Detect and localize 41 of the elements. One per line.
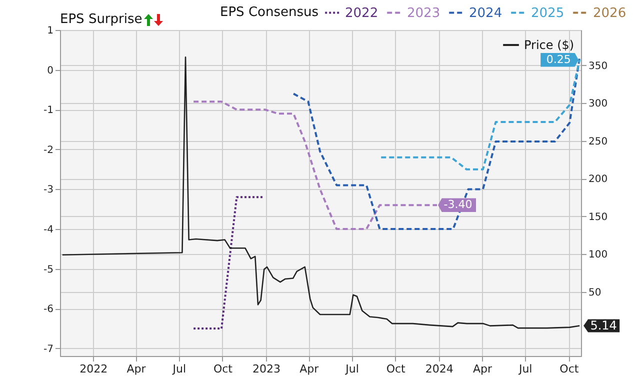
y2-tick-label: 150 (588, 212, 608, 223)
data-label: 0.25 (546, 52, 571, 66)
x-tick-label: Apr (472, 362, 492, 376)
y2-tick-label: 350 (588, 60, 608, 72)
y2-tick-label: 250 (588, 136, 608, 148)
x-tick-label: Oct (560, 362, 580, 376)
legend-label: 2022 (345, 6, 378, 21)
y-tick-label: -5 (44, 264, 54, 276)
data-label: -3.40 (444, 198, 472, 212)
y-tick-label: -2 (44, 144, 54, 156)
x-tick-label: Oct (386, 362, 406, 376)
x-tick-label: 2023 (252, 362, 281, 376)
x-tick-label: 2022 (80, 362, 108, 376)
legend-label: Price ($) (524, 38, 574, 52)
y2-tick-label: 100 (588, 250, 608, 261)
y-tick-label: -6 (44, 304, 54, 316)
legend-label: 2024 (469, 6, 502, 21)
x-tick-label: 2024 (425, 362, 454, 376)
line-series (292, 56, 581, 230)
x-tick-label: Jul (172, 362, 186, 376)
legend-label: 2023 (407, 6, 440, 21)
legend-label: 2025 (531, 6, 564, 21)
y-tick-label: -1 (44, 105, 54, 116)
x-tick-label: Apr (126, 362, 146, 376)
line-series (62, 56, 580, 329)
legend-title: EPS Consensus (220, 5, 319, 20)
y-tick-label: 0 (47, 65, 54, 76)
y-tick-label: -3 (44, 184, 54, 196)
y2-tick-label: 50 (588, 287, 602, 298)
y2-tick-label: 300 (588, 98, 608, 110)
chart-title: EPS Surprise (60, 12, 142, 27)
x-tick-label: Jul (518, 362, 532, 376)
y-tick-label: -4 (44, 224, 54, 236)
x-tick-label: Apr (300, 362, 320, 376)
y-tick-label: -7 (44, 344, 54, 355)
x-tick-label: Jul (344, 362, 359, 376)
y2-tick-label: 200 (588, 174, 608, 186)
x-tick-label: Oct (213, 362, 234, 376)
legend-label: 2026 (593, 6, 626, 21)
data-label: 5.14 (590, 318, 617, 333)
y-tick-label: 1 (47, 26, 54, 36)
